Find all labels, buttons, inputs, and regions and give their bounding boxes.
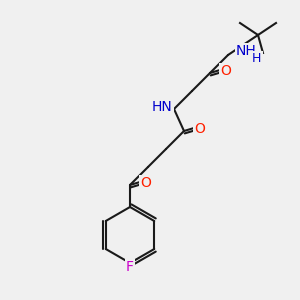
- Text: NH: NH: [236, 44, 257, 58]
- Text: O: O: [195, 122, 206, 136]
- Text: F: F: [126, 260, 134, 274]
- Text: HN: HN: [152, 100, 172, 114]
- Text: O: O: [220, 64, 231, 78]
- Text: O: O: [141, 176, 152, 190]
- Text: H: H: [252, 52, 261, 65]
